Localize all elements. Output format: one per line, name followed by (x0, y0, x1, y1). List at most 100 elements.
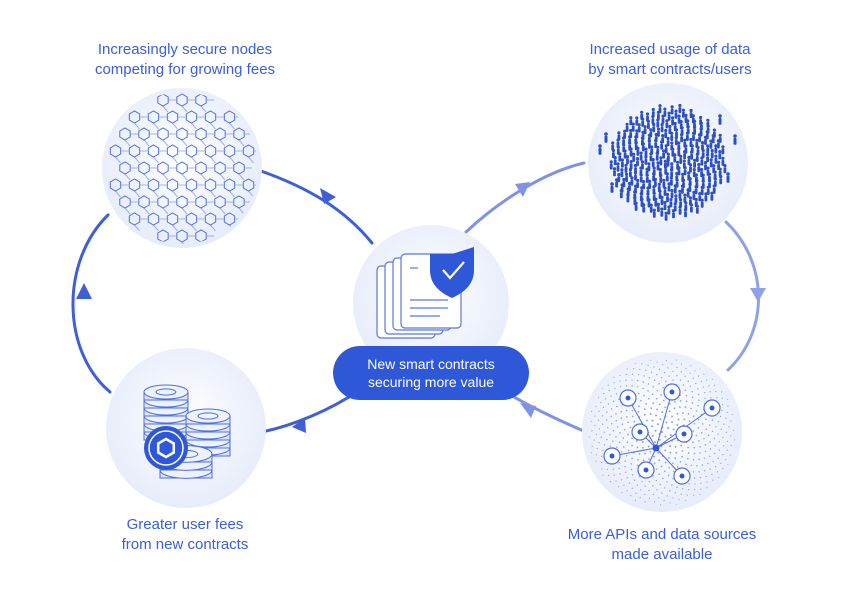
person (647, 198, 650, 201)
person (721, 145, 724, 148)
person (658, 183, 661, 186)
person (718, 114, 722, 118)
person (719, 175, 722, 178)
person (647, 162, 650, 165)
person (636, 157, 639, 160)
person (646, 193, 649, 196)
person (669, 198, 672, 201)
person (710, 192, 713, 195)
person (670, 168, 673, 171)
person (683, 160, 686, 163)
arrowhead-down-right (750, 288, 766, 302)
person (671, 105, 674, 108)
person (714, 178, 717, 181)
person (688, 183, 691, 186)
person (626, 123, 629, 126)
person (701, 141, 704, 144)
person (695, 185, 698, 188)
person (657, 128, 660, 131)
person (659, 156, 662, 159)
person (620, 168, 623, 171)
caption-line: from new contracts (55, 535, 315, 555)
person (678, 190, 681, 193)
person (689, 163, 692, 166)
person (692, 191, 695, 194)
person (700, 168, 703, 171)
person (689, 138, 692, 141)
person (652, 172, 655, 175)
person (634, 164, 637, 167)
person (668, 112, 671, 115)
person (678, 104, 681, 107)
person (707, 186, 710, 189)
person (652, 108, 655, 111)
person (656, 161, 659, 164)
person (698, 192, 701, 195)
person (626, 193, 629, 196)
person (702, 174, 705, 177)
person (713, 129, 716, 132)
person (714, 171, 717, 174)
person (696, 205, 699, 208)
person (664, 166, 667, 169)
chainlink-coin (144, 426, 188, 470)
person (682, 109, 685, 112)
caption-secure-nodes: Increasingly secure nodes competing for … (55, 40, 315, 80)
person (670, 177, 673, 180)
person (628, 182, 631, 185)
arrowhead-center-data (515, 182, 530, 197)
person (687, 171, 690, 174)
person (610, 182, 614, 186)
person (625, 173, 628, 176)
person (645, 168, 648, 171)
person (665, 212, 668, 215)
person (676, 161, 679, 164)
person (714, 155, 717, 158)
person (719, 168, 722, 171)
person (598, 144, 602, 148)
person (706, 167, 709, 170)
person (611, 141, 614, 144)
person (681, 173, 684, 176)
caption-line: Increasingly secure nodes (55, 40, 315, 60)
person (653, 209, 656, 212)
person (695, 198, 698, 201)
person (642, 180, 645, 183)
center-label-pill: New smart contracts securing more value (333, 346, 529, 400)
person (733, 134, 737, 138)
person (635, 116, 638, 119)
person (646, 112, 649, 115)
center-label-line: securing more value (333, 373, 529, 391)
person (646, 186, 649, 189)
person (636, 179, 639, 182)
stage-data-circle (588, 83, 748, 243)
person (627, 188, 630, 191)
person (660, 196, 663, 199)
person (674, 194, 677, 197)
person (717, 161, 720, 164)
person (695, 173, 698, 176)
person (662, 149, 665, 152)
arc-data-to-apis (726, 222, 759, 370)
person (689, 177, 692, 180)
person (640, 192, 643, 195)
person (675, 172, 678, 175)
person (684, 201, 687, 204)
person (610, 160, 613, 163)
person (658, 190, 661, 193)
person (620, 189, 623, 192)
arrowhead-up-left (76, 283, 92, 299)
person (644, 148, 647, 151)
caption-user-fees: Greater user fees from new contracts (55, 515, 315, 555)
caption-line: by smart contracts/users (540, 60, 800, 80)
person (684, 208, 687, 211)
person (653, 192, 656, 195)
person (690, 203, 693, 206)
caption-apis-data-sources: More APIs and data sources made availabl… (532, 525, 792, 565)
stage-nodes-circle (102, 88, 262, 248)
person (664, 129, 667, 132)
person (664, 160, 667, 163)
person (706, 144, 709, 147)
center-label-line: New smart contracts (333, 355, 529, 373)
person (654, 178, 657, 181)
